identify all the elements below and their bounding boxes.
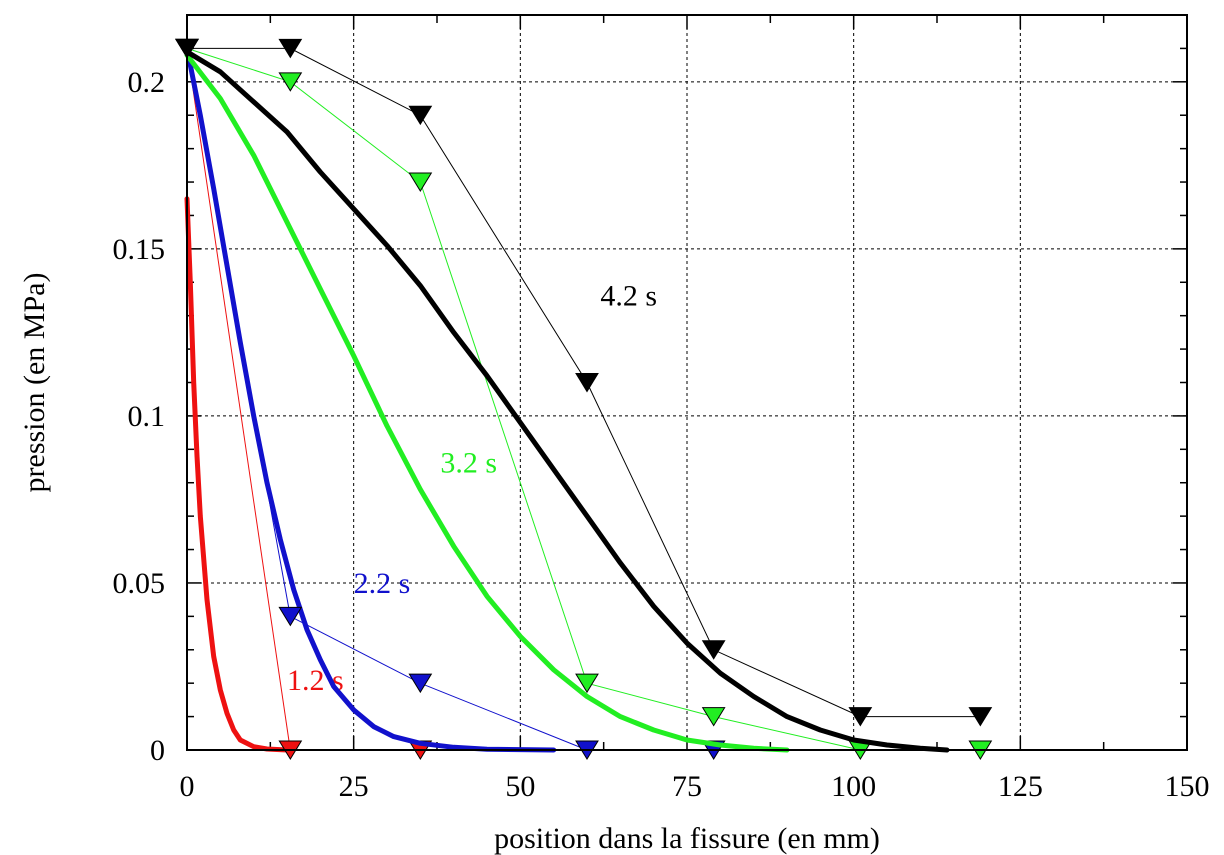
tick-labels: 0 25 50 75 100 125 150 0 0.05 0.1 0.15 0.2 (113, 66, 1210, 803)
series-2: 3.2 s (175, 38, 993, 760)
triangle-marker (848, 707, 873, 727)
grid-lines (187, 15, 1187, 750)
triangle-marker (408, 172, 433, 193)
triangle-marker (701, 640, 726, 660)
triangle-marker (575, 673, 599, 694)
series-1: 2.2 s (175, 38, 726, 760)
y-axis-title: pression (en MPa) (18, 273, 51, 493)
series-0: 1.2 s (175, 38, 433, 760)
x-tick-label: 100 (831, 770, 876, 803)
series-label: 3.2 s (440, 447, 497, 480)
x-tick-label: 25 (339, 770, 369, 803)
series-marker-line (186, 48, 291, 751)
x-tick-label: 125 (998, 770, 1043, 803)
x-tick-label: 0 (180, 770, 195, 803)
plot-frame (186, 14, 1188, 751)
y-tick-label: 0.2 (128, 66, 166, 99)
triangle-marker (408, 105, 433, 126)
series-label: 1.2 s (287, 664, 344, 697)
series-label: 4.2 s (600, 280, 657, 313)
x-tick-label: 150 (1165, 770, 1210, 803)
series-marker-line (186, 47, 861, 751)
triangle-marker (408, 673, 433, 694)
triangle-marker (278, 606, 303, 627)
series-curve (184, 196, 290, 753)
series-curve (184, 52, 790, 753)
series-label: 2.2 s (354, 567, 411, 600)
x-tick-label: 75 (672, 770, 702, 803)
y-tick-label: 0.05 (113, 567, 166, 600)
y-tick-label: 0 (150, 734, 165, 767)
y-tick-label: 0.1 (128, 400, 166, 433)
triangle-marker (278, 72, 303, 92)
series-3: 4.2 s (175, 38, 993, 753)
series-curve (184, 49, 950, 753)
triangle-marker (278, 38, 303, 59)
triangle-marker (575, 373, 599, 393)
triangle-marker (701, 707, 726, 727)
series-layer: 1.2 s 2.2 s 3.2 s 4.2 s (175, 38, 993, 760)
x-tick-label: 50 (505, 770, 535, 803)
x-axis-title: position dans la fissure (en mm) (494, 822, 880, 855)
series-curve (184, 45, 557, 753)
y-tick-label: 0.15 (113, 233, 166, 266)
triangle-marker (968, 707, 993, 727)
